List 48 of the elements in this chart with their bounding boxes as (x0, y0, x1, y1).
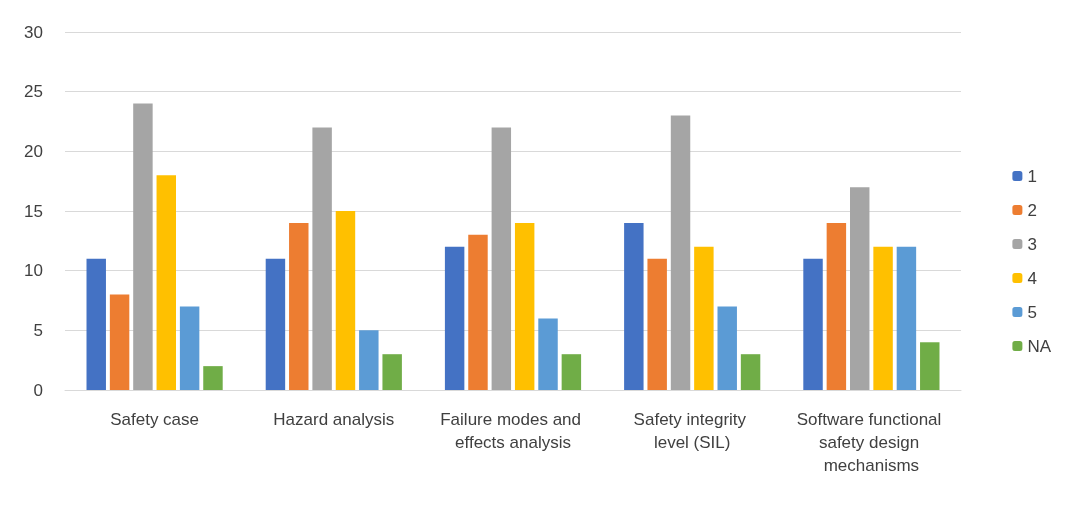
bar (359, 330, 379, 390)
bar (382, 354, 402, 390)
bar (647, 258, 667, 390)
bar (826, 222, 847, 390)
bar (803, 258, 823, 390)
bar (670, 115, 691, 390)
y-tick-label: 20 (24, 141, 43, 161)
bar (444, 246, 465, 390)
bar (335, 211, 356, 390)
y-tick-label: 5 (33, 320, 43, 340)
bar (109, 294, 130, 390)
y-tick-label: 25 (24, 82, 43, 102)
bar (203, 366, 223, 390)
bar (289, 222, 309, 390)
legend-label: NA (1027, 336, 1052, 356)
bar (717, 306, 737, 390)
legend-label: 4 (1027, 268, 1037, 288)
bar (156, 175, 176, 390)
y-tick-label: 15 (24, 201, 43, 221)
bar (624, 222, 644, 390)
y-tick-label: 0 (33, 380, 43, 400)
bar (468, 234, 488, 390)
bar (133, 103, 153, 390)
x-tick-label: Failure modes and effects analysis (440, 410, 586, 452)
bar (312, 127, 332, 390)
bar (491, 127, 512, 390)
bar (920, 342, 940, 390)
legend-label: 2 (1027, 200, 1037, 220)
bar (850, 187, 870, 390)
bar (514, 222, 535, 390)
legend-label: 3 (1027, 234, 1037, 254)
legend-label: 5 (1027, 302, 1037, 322)
bar (694, 246, 714, 390)
x-tick-label: Safety integrity level (SIL) (633, 410, 751, 452)
x-tick-label: Safety case (110, 410, 200, 429)
x-tick-label: Software functional safety design mechanisms (796, 410, 947, 475)
bar (561, 354, 582, 390)
legend-label: 1 (1027, 166, 1037, 186)
bar (265, 258, 286, 390)
bar (896, 246, 917, 390)
bar (179, 306, 200, 390)
bar (873, 246, 893, 390)
y-tick-label: 30 (24, 22, 43, 42)
y-tick-label: 10 (24, 261, 43, 281)
x-tick-label: Hazard analysis (273, 410, 395, 429)
bar (86, 258, 106, 390)
bar (538, 318, 558, 390)
bar (740, 354, 761, 390)
